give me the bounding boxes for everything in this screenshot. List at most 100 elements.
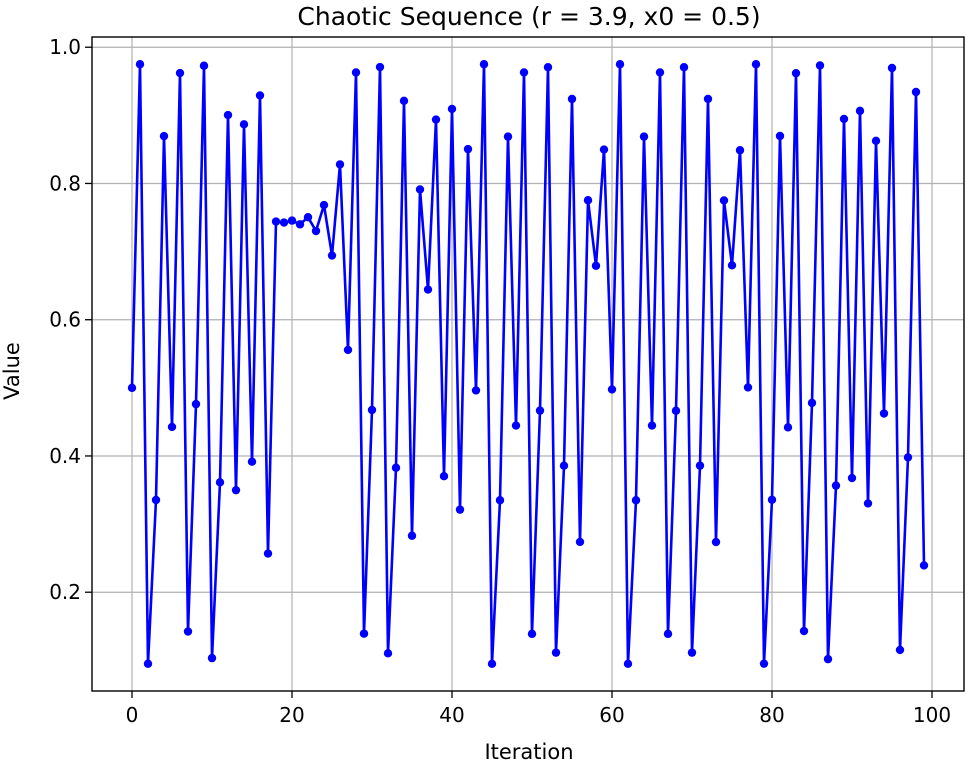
data-point	[711, 537, 721, 547]
data-point	[351, 68, 361, 77]
data-point	[487, 659, 497, 669]
data-point	[639, 132, 649, 141]
data-point	[823, 654, 833, 664]
data-point	[575, 537, 585, 547]
data-point	[543, 63, 553, 72]
data-point	[791, 68, 801, 78]
data-point	[167, 422, 177, 432]
data-point	[135, 60, 145, 69]
y-tick-label: 1.0	[49, 35, 81, 59]
data-point	[407, 531, 417, 540]
data-point	[879, 409, 889, 418]
data-point	[663, 629, 673, 639]
data-point	[199, 61, 209, 70]
data-point	[215, 478, 225, 487]
x-tick-label: 100	[913, 703, 951, 727]
x-axis-ticks: 0 20 40 60 80 100	[126, 691, 951, 727]
data-point	[479, 60, 489, 69]
data-point	[551, 648, 561, 657]
data-point	[375, 62, 385, 72]
data-point	[279, 218, 289, 227]
data-point	[367, 405, 377, 415]
data-point	[239, 120, 249, 129]
x-tick-label: 0	[126, 703, 139, 727]
data-point	[615, 60, 625, 69]
data-point	[439, 472, 449, 481]
data-point	[871, 136, 881, 146]
data-point	[391, 463, 401, 472]
data-point	[127, 383, 137, 393]
data-point	[207, 653, 217, 663]
data-point	[183, 627, 193, 636]
data-point	[599, 145, 609, 154]
x-tick-label: 60	[599, 703, 624, 727]
data-point	[431, 115, 441, 124]
y-tick-label: 0.4	[49, 444, 81, 468]
data-point	[527, 629, 537, 639]
data-point	[159, 131, 169, 141]
data-point	[703, 94, 713, 104]
y-tick-label: 0.8	[49, 171, 81, 195]
data-point	[719, 196, 729, 205]
data-point	[383, 649, 393, 658]
data-point	[919, 561, 929, 570]
data-point	[863, 499, 873, 508]
x-tick-label: 80	[759, 703, 784, 727]
data-point	[247, 457, 257, 466]
data-point	[327, 251, 337, 260]
data-point	[151, 495, 161, 505]
data-point	[463, 144, 473, 154]
data-point	[911, 87, 921, 97]
data-point	[743, 383, 753, 392]
series-line	[130, 62, 926, 666]
data-point	[535, 406, 545, 415]
data-point	[511, 421, 521, 430]
x-tick-label: 20	[279, 703, 304, 727]
x-tick-label: 40	[439, 703, 464, 727]
data-point	[783, 423, 793, 432]
data-point	[567, 94, 577, 104]
data-point	[303, 212, 313, 222]
data-point	[311, 226, 321, 236]
data-point	[591, 261, 601, 270]
data-point	[687, 648, 697, 657]
data-point	[583, 196, 593, 205]
data-point	[903, 453, 913, 462]
data-point	[559, 461, 569, 470]
data-point	[343, 345, 353, 355]
data-point	[759, 659, 769, 668]
data-point	[143, 659, 153, 668]
data-point	[399, 96, 409, 106]
data-point	[679, 63, 689, 72]
data-point	[495, 496, 505, 505]
data-point	[839, 114, 849, 124]
data-point	[175, 68, 185, 78]
data-point	[631, 496, 641, 505]
y-axis-label: Value	[0, 342, 24, 400]
data-point	[223, 110, 233, 120]
data-point	[263, 549, 273, 558]
data-point	[255, 91, 265, 100]
data-point	[471, 386, 481, 395]
data-point	[447, 104, 457, 114]
data-point	[887, 63, 897, 73]
data-point	[623, 659, 633, 669]
data-point	[799, 626, 809, 636]
data-point	[503, 132, 513, 141]
y-tick-label: 0.2	[49, 580, 81, 604]
data-point	[695, 461, 705, 470]
data-point	[767, 495, 777, 504]
data-point	[735, 146, 745, 155]
plot-frame	[91, 36, 965, 692]
data-point	[335, 160, 345, 169]
y-tick-label: 0.6	[49, 308, 81, 332]
data-point	[847, 473, 857, 483]
data-point	[295, 220, 305, 229]
data-point	[319, 200, 329, 210]
series-group	[127, 60, 929, 669]
data-point	[895, 645, 905, 655]
data-point	[607, 385, 617, 394]
data-point	[519, 68, 529, 77]
data-point	[655, 68, 665, 77]
